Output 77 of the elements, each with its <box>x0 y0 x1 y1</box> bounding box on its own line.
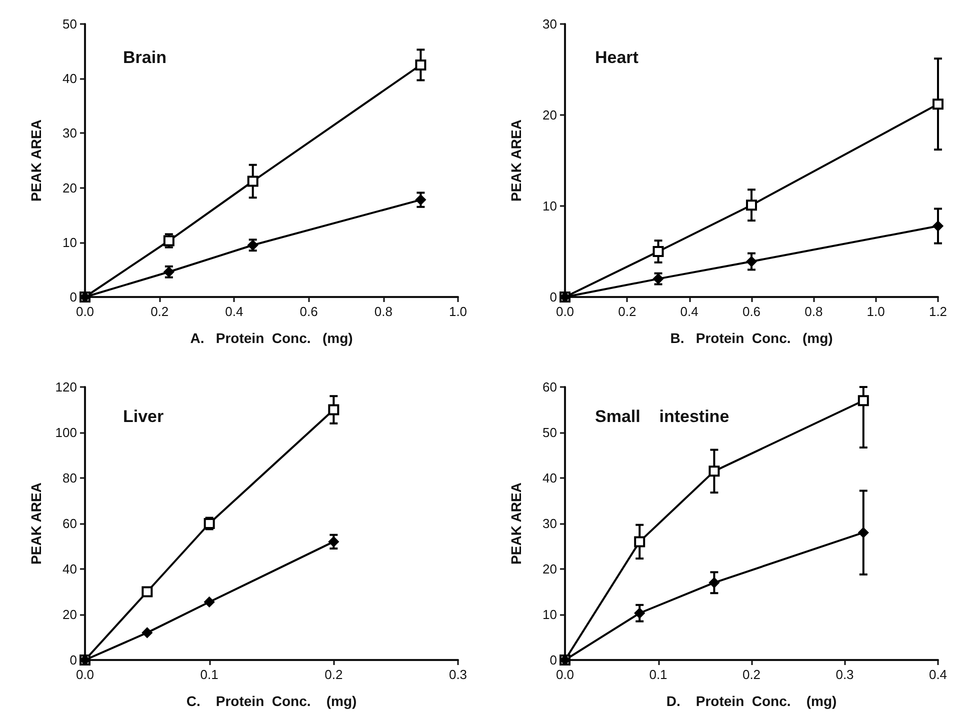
x-tick-label: 1.0 <box>448 304 468 319</box>
x-tick-label: 0.0 <box>76 304 94 319</box>
point <box>746 200 757 211</box>
y-axis-title: PEAK AREA <box>28 482 44 564</box>
x-tick-label: 0.8 <box>804 304 823 319</box>
y-axis-title: PEAK AREA <box>508 482 524 564</box>
y-tick-label: 10 <box>542 607 557 622</box>
y-tick-label: 0 <box>550 652 557 668</box>
x-tick-label: 0.2 <box>150 304 169 319</box>
x-tick-label: 0.3 <box>448 667 468 682</box>
x-axis-title: A. Protein Conc. (mg) <box>190 330 353 346</box>
point <box>858 527 869 538</box>
point <box>708 466 720 477</box>
point <box>142 586 153 598</box>
x-tick-label: 0.2 <box>324 667 343 682</box>
point <box>932 220 944 232</box>
x-axis-title: B. Protein Conc. (mg) <box>670 330 833 346</box>
point <box>328 404 340 416</box>
point <box>204 596 215 608</box>
text: Brain <box>123 48 166 67</box>
y-tick-label: 60 <box>62 516 77 531</box>
point <box>247 176 258 187</box>
x-tick-label: 0.0 <box>556 667 574 682</box>
y-tick-label: 20 <box>542 108 557 122</box>
y-tick-label: 120 <box>55 380 77 394</box>
x-axis-title: C. Protein Conc. (mg) <box>186 693 357 709</box>
point <box>932 98 944 110</box>
y-tick-label: 50 <box>542 425 557 440</box>
y-tick-label: 20 <box>542 562 557 576</box>
x-tick-label: 0.4 <box>225 304 244 319</box>
x-tick-label: 0.2 <box>742 667 761 682</box>
y-tick-label: 40 <box>542 470 557 486</box>
point <box>415 194 426 206</box>
x-tick-label: 1.2 <box>928 304 948 319</box>
point <box>708 577 720 588</box>
x-tick-label: 1.0 <box>866 304 885 319</box>
y-tick-label: 0 <box>550 290 557 304</box>
x-tick-label: 0.4 <box>928 667 948 682</box>
y-tick-label: 0 <box>70 290 77 304</box>
x-tick-label: 0.2 <box>618 304 636 319</box>
y-tick-label: 60 <box>542 380 557 394</box>
y-tick-label: 30 <box>62 126 77 141</box>
x-tick-label: 0.0 <box>76 667 94 682</box>
point <box>142 627 152 638</box>
x-tick-label: 0.1 <box>200 667 218 682</box>
x-tick-label: 0.3 <box>836 667 854 682</box>
y-tick-label: 0 <box>70 652 77 668</box>
point <box>858 395 869 406</box>
point <box>634 608 645 618</box>
text: Small intestine <box>595 407 730 426</box>
y-axis-title: PEAK AREA <box>508 120 524 202</box>
text: Heart <box>595 48 639 67</box>
point <box>328 536 339 547</box>
x-tick-label: 0.6 <box>300 304 318 319</box>
y-tick-label: 50 <box>62 16 77 32</box>
y-tick-label: 40 <box>62 71 77 86</box>
x-axis-title: D. Protein Conc. (mg) <box>666 693 837 709</box>
y-tick-label: 40 <box>62 562 77 576</box>
point <box>415 59 426 70</box>
x-tick-label: 0.1 <box>649 667 668 682</box>
point <box>634 536 646 548</box>
text: Liver <box>123 407 164 426</box>
point <box>746 256 757 267</box>
y-tick-label: 100 <box>55 425 77 440</box>
y-tick-label: 30 <box>542 516 557 531</box>
x-tick-label: 0.8 <box>374 304 392 319</box>
point <box>652 246 664 257</box>
x-tick-label: 0.0 <box>556 304 574 319</box>
y-axis-title: PEAK AREA <box>28 120 44 202</box>
y-tick-label: 10 <box>542 198 557 214</box>
y-tick-label: 30 <box>542 16 557 32</box>
y-tick-label: 20 <box>62 607 77 622</box>
y-tick-label: 80 <box>62 470 77 486</box>
x-tick-label: 0.6 <box>742 304 761 319</box>
x-tick-label: 0.4 <box>680 304 698 319</box>
y-tick-label: 20 <box>62 180 77 196</box>
y-tick-label: 10 <box>62 234 77 250</box>
